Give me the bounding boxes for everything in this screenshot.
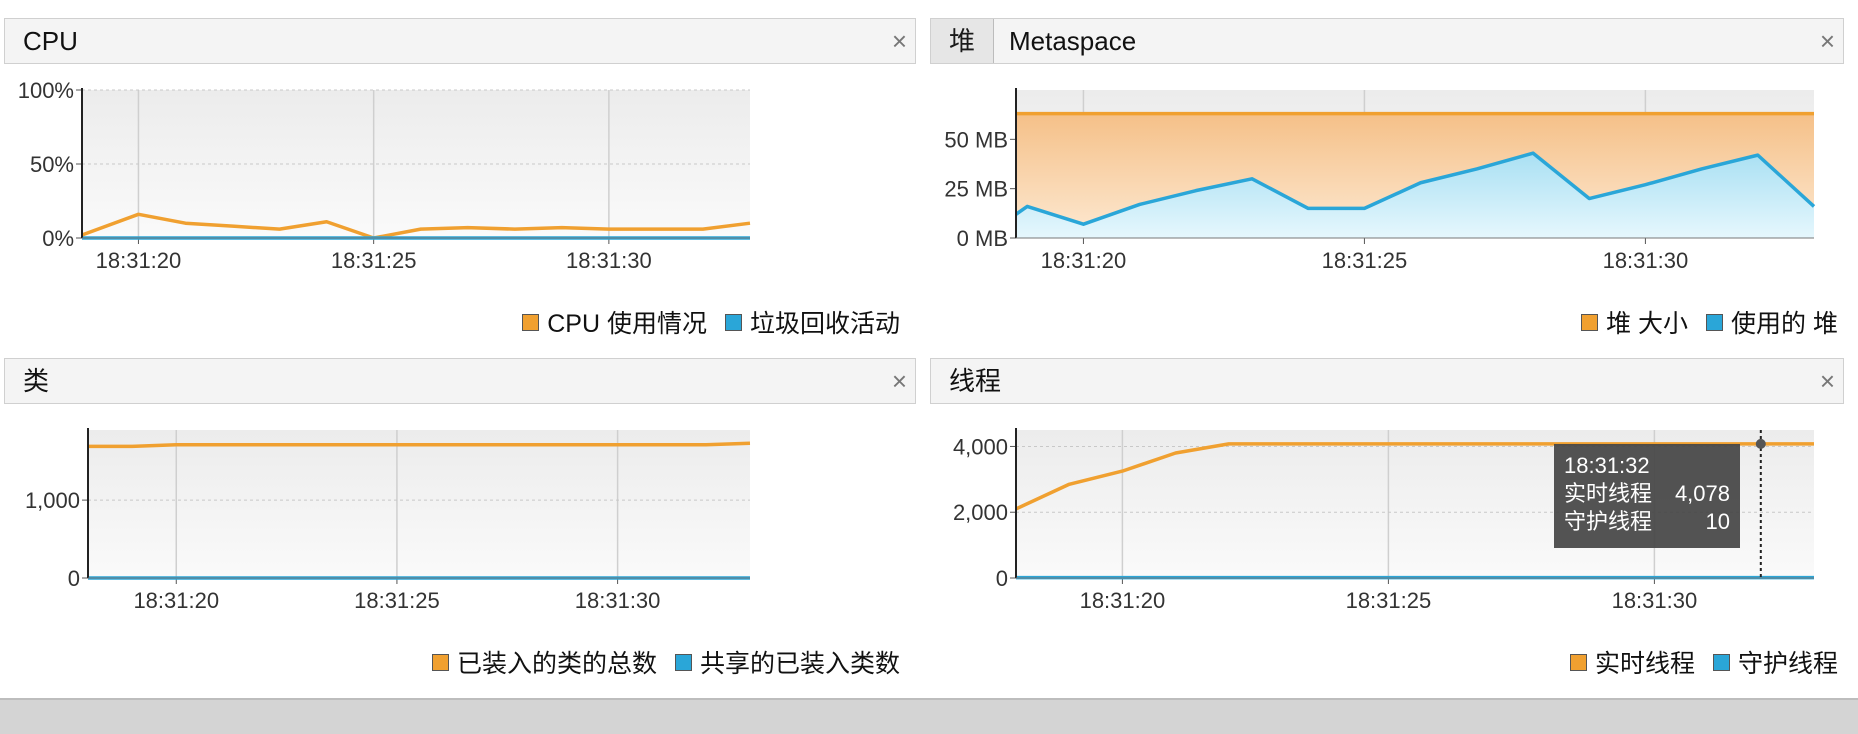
classes-titlebar: 类 × <box>4 358 916 404</box>
heap-panel: 堆 Metaspace × 18:31:20 18:31:25 18:31:30 0 … <box>930 18 1844 348</box>
classes-chart: 18:31:20 18:31:25 18:31:30 0 1,000 <box>25 428 751 613</box>
legend-swatch-blue <box>724 313 742 331</box>
series-line-0 <box>1015 442 1814 511</box>
legend-item-heap-used: 使用的 堆 <box>1706 304 1838 340</box>
x-tick-label: 18:31:20 <box>1041 248 1127 273</box>
tooltip-time: 18:31:32 <box>1564 453 1650 478</box>
x-tick-label: 18:31:25 <box>1322 248 1408 273</box>
x-tick-label: 18:31:20 <box>1080 588 1166 613</box>
legend-swatch-orange <box>522 313 540 331</box>
tooltip-row-live: 实时线程 4,078 <box>1564 481 1730 506</box>
tab-heap[interactable]: 堆 <box>931 19 995 63</box>
cpu-panel: CPU × 18:31:20 18:31:25 18:31:30 0% 50% 100% … <box>4 18 916 348</box>
x-tick-label: 18:31:20 <box>133 588 219 613</box>
legend-item-gc-activity: 垃圾回收活动 <box>724 304 900 340</box>
threads-title: 线程 <box>949 366 1002 396</box>
series-line-1 <box>1014 151 1816 226</box>
hover-point <box>1755 438 1766 449</box>
classes-panel: 类 × 18:31:20 18:31:25 18:31:30 0 1,000 已装入的类… <box>4 358 916 692</box>
legend-label: 堆 大小 <box>1606 310 1689 338</box>
y-tick-label: 25 MB <box>944 177 1008 202</box>
legend-swatch-orange <box>1581 313 1599 331</box>
threads-titlebar: 线程 × <box>930 358 1844 404</box>
legend-item-loaded-classes: 已装入的类的总数 <box>431 644 657 680</box>
cpu-title: CPU <box>23 26 78 56</box>
x-tick-label: 18:31:30 <box>1603 248 1689 273</box>
area-fill-heap-used <box>1016 153 1814 238</box>
x-tick-label: 18:31:25 <box>354 588 440 613</box>
legend-label: 垃圾回收活动 <box>749 310 900 338</box>
legend-label: 守护线程 <box>1737 650 1838 678</box>
legend-swatch-blue <box>674 653 692 671</box>
close-icon[interactable]: × <box>1819 26 1835 56</box>
legend-label: 共享的已装入类数 <box>699 650 900 678</box>
legend-label: CPU 使用情况 <box>547 310 707 338</box>
y-tick-label: 4,000 <box>953 434 1008 459</box>
x-tick-label: 18:31:25 <box>1346 588 1432 613</box>
tab-metaspace[interactable]: Metaspace <box>1009 26 1137 56</box>
y-tick-label: 50% <box>30 152 74 177</box>
heap-legend: 堆 大小 使用的 堆 <box>1563 304 1838 340</box>
legend-swatch-orange <box>431 653 449 671</box>
cpu-legend: CPU 使用情况 垃圾回收活动 <box>504 304 900 340</box>
heap-titlebar: 堆 Metaspace × <box>930 18 1844 64</box>
legend-label: 使用的 堆 <box>1731 310 1838 338</box>
close-icon[interactable]: × <box>1819 366 1835 396</box>
series-line-0 <box>81 212 751 240</box>
threads-tooltip: 18:31:32 实时线程 4,078 守护线程 10 <box>1554 444 1740 548</box>
legend-item-shared-classes: 共享的已装入类数 <box>674 644 900 680</box>
legend-label: 实时线程 <box>1594 650 1695 678</box>
y-tick-label: 0% <box>42 226 74 251</box>
x-tick-label: 18:31:30 <box>566 248 652 273</box>
legend-item-live-threads: 实时线程 <box>1569 644 1695 680</box>
legend-item-cpu-usage: CPU 使用情况 <box>522 304 707 340</box>
y-tick-label: 1,000 <box>25 488 80 513</box>
status-bar <box>0 698 1858 734</box>
classes-legend: 已装入的类的总数 共享的已装入类数 <box>414 644 900 680</box>
legend-swatch-blue <box>1706 313 1724 331</box>
y-tick-label: 0 <box>996 566 1008 591</box>
close-icon[interactable]: × <box>891 366 907 396</box>
heap-chart: 18:31:20 18:31:25 18:31:30 0 MB 25 MB 50 MB <box>944 88 1816 273</box>
legend-swatch-orange <box>1569 653 1587 671</box>
threads-legend: 实时线程 守护线程 <box>1552 644 1838 680</box>
threads-panel: 线程 × 18:31:20 18:31:25 18:31:30 0 2,000 4,000… <box>930 358 1844 692</box>
y-tick-label: 0 MB <box>957 226 1008 251</box>
cpu-chart: 18:31:20 18:31:25 18:31:30 0% 50% 100% <box>18 78 751 273</box>
plot-background <box>82 90 750 238</box>
x-tick-label: 18:31:25 <box>331 248 417 273</box>
legend-item-daemon-threads: 守护线程 <box>1712 644 1838 680</box>
y-tick-label: 0 <box>68 566 80 591</box>
cpu-titlebar: CPU × <box>4 18 916 64</box>
legend-label: 已装入的类的总数 <box>456 650 657 678</box>
legend-item-heap-size: 堆 大小 <box>1581 304 1688 340</box>
plot-background <box>88 430 750 578</box>
tooltip-row-daemon: 守护线程 10 <box>1564 509 1730 534</box>
y-tick-label: 50 MB <box>944 127 1008 152</box>
series-line-0 <box>88 441 751 449</box>
x-tick-label: 18:31:30 <box>1612 588 1698 613</box>
classes-title: 类 <box>23 366 50 396</box>
y-tick-label: 100% <box>18 78 74 103</box>
legend-swatch-blue <box>1712 653 1730 671</box>
close-icon[interactable]: × <box>891 26 907 56</box>
x-tick-label: 18:31:30 <box>575 588 661 613</box>
x-tick-label: 18:31:20 <box>96 248 182 273</box>
y-tick-label: 2,000 <box>953 500 1008 525</box>
